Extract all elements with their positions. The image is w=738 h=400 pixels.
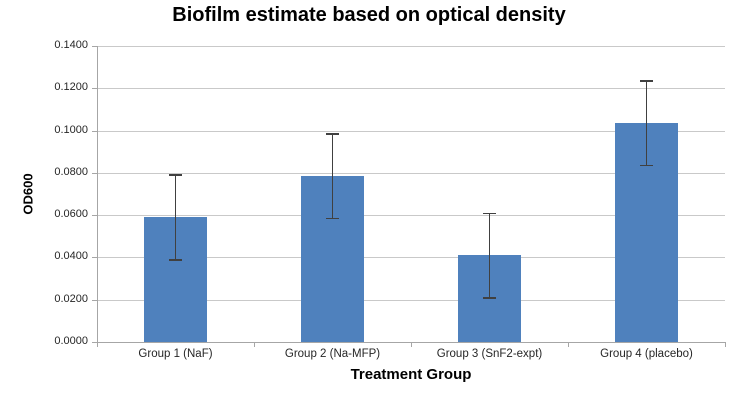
y-tick-label: 0.0000 — [54, 335, 88, 347]
error-bar-top-cap — [169, 174, 182, 176]
x-category-label: Group 2 (Na-MFP) — [284, 348, 381, 360]
gridline — [97, 131, 725, 132]
x-category-label: Group 1 (NaF) — [138, 348, 213, 360]
error-bar-bottom-cap — [640, 164, 653, 167]
error-bar-line — [332, 133, 334, 219]
y-tick-mark — [92, 215, 97, 216]
gridline — [97, 300, 725, 301]
y-tick-mark — [92, 173, 97, 174]
gridline — [97, 257, 725, 258]
chart-title: Biofilm estimate based on optical densit… — [172, 4, 566, 26]
gridline — [97, 88, 725, 89]
y-axis-line — [97, 46, 98, 342]
x-axis-title: Treatment Group — [350, 366, 472, 383]
gridline — [97, 173, 725, 174]
error-bar-line — [175, 174, 177, 260]
y-tick-label: 0.1000 — [54, 124, 88, 136]
error-bar-bottom-cap — [326, 217, 339, 220]
y-tick-label: 0.0600 — [54, 208, 88, 220]
x-tick-mark — [725, 342, 726, 347]
x-axis-line — [97, 342, 725, 343]
y-tick-mark — [92, 131, 97, 132]
error-bar-top-cap — [483, 212, 496, 215]
y-tick-mark — [92, 88, 97, 89]
x-tick-mark — [411, 342, 412, 347]
gridline — [97, 46, 725, 47]
y-tick-mark — [92, 300, 97, 301]
x-category-label: Group 3 (SnF2-expt) — [436, 348, 543, 360]
x-category-label: Group 4 (placebo) — [600, 348, 693, 360]
error-bar-line — [646, 80, 648, 166]
y-tick-label: 0.0400 — [54, 250, 88, 262]
error-bar-bottom-cap — [169, 259, 182, 261]
x-tick-mark — [254, 342, 255, 347]
y-tick-label: 0.0800 — [54, 166, 88, 178]
y-tick-label: 0.1400 — [54, 39, 88, 51]
y-tick-mark — [92, 342, 97, 343]
x-tick-mark — [97, 342, 98, 347]
y-tick-mark — [92, 46, 97, 47]
gridline — [97, 215, 725, 216]
error-bar-bottom-cap — [483, 297, 496, 299]
y-tick-label: 0.1200 — [54, 81, 88, 93]
x-tick-mark — [568, 342, 569, 347]
error-bar-line — [489, 213, 491, 298]
error-bar-top-cap — [326, 133, 339, 135]
y-tick-mark — [92, 257, 97, 258]
y-tick-label: 0.0200 — [54, 293, 88, 305]
error-bar-top-cap — [640, 80, 653, 82]
